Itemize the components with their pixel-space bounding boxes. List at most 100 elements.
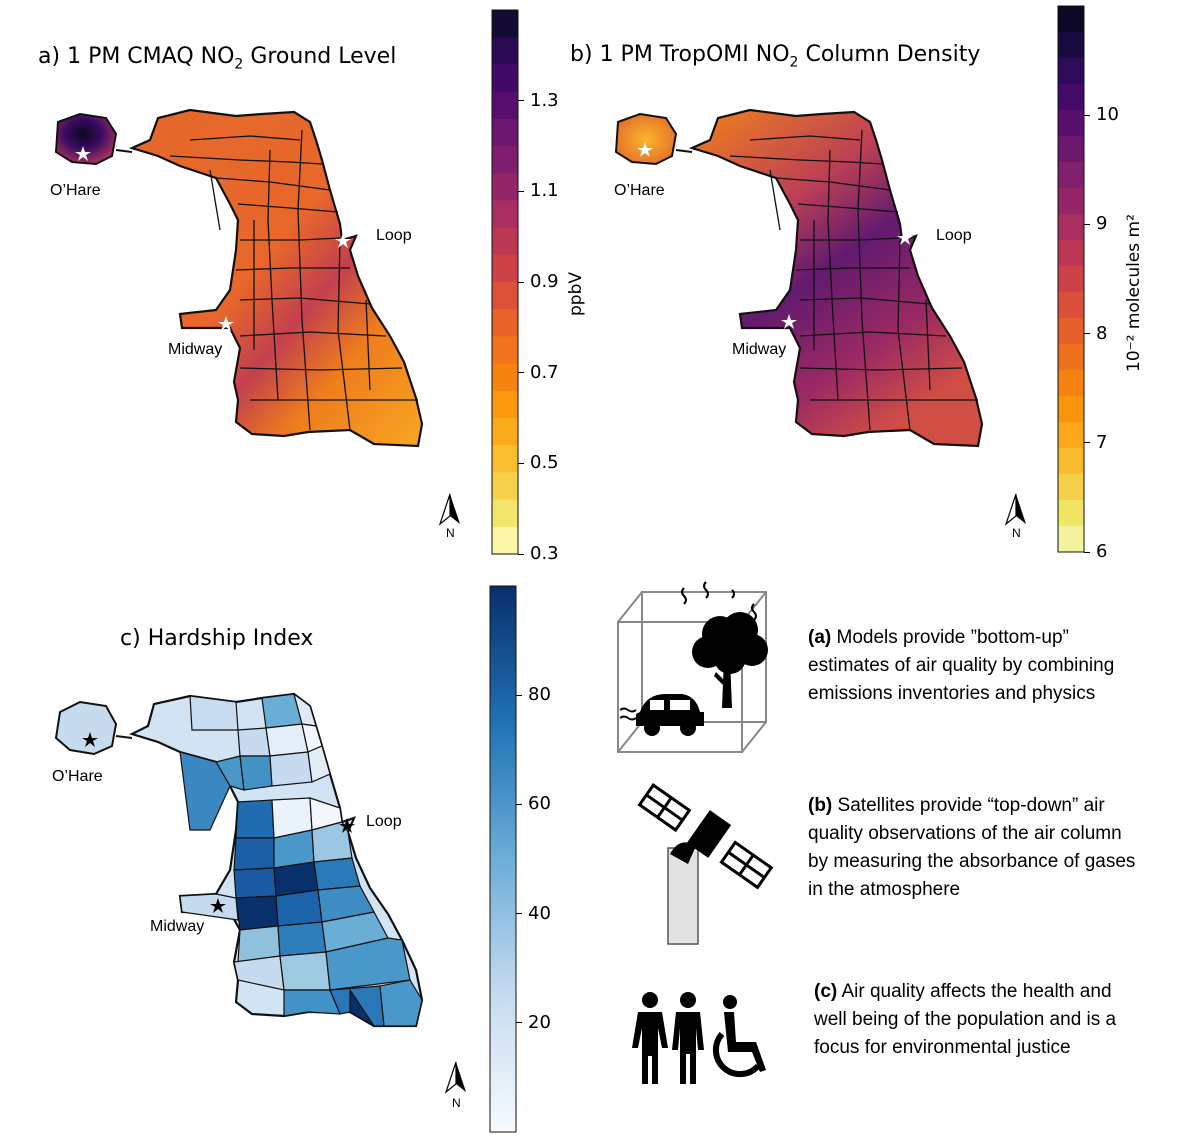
- colorbar-b-tick-label: 9: [1096, 213, 1108, 235]
- panel-c-title-text: Hardship Index: [147, 626, 314, 651]
- community-areas: [179, 692, 423, 1027]
- midway-label-c: Midway: [150, 918, 205, 935]
- colorbar-step: [1058, 370, 1084, 397]
- city-outline: [128, 108, 424, 448]
- colorbar-step: [492, 64, 518, 93]
- colorbar-a-tick-mark: [518, 281, 524, 283]
- colorbar-a-tick-mark: [518, 190, 524, 192]
- colorbar-c-tick-mark: [516, 913, 522, 915]
- colorbar-step: [1058, 84, 1084, 111]
- colorbar-step: [492, 445, 518, 473]
- north-label-c: N: [452, 1096, 461, 1110]
- colorbar-step: [492, 390, 518, 419]
- ohare-star: [82, 732, 98, 747]
- colorbar-c-tick-mark: [516, 694, 522, 696]
- colorbar-c-tick-label: 60: [528, 793, 551, 815]
- colorbar-step: [492, 37, 518, 65]
- colorbar-step: [492, 146, 518, 174]
- colorbar-a-tick-label: 1.3: [530, 89, 559, 111]
- midway-label-b: Midway: [732, 341, 787, 358]
- colorbar-step: [492, 10, 518, 38]
- panel-b-title-sub: 2: [789, 54, 799, 71]
- ohare-label-b: O’Hare: [614, 182, 665, 199]
- description-c-tag: (c): [814, 981, 838, 1002]
- north-arrow-b: [1004, 493, 1026, 526]
- colorbar-a-tick-label: 0.3: [530, 543, 559, 564]
- colorbar-a-tick-label: 0.7: [530, 361, 559, 383]
- colorbar-b-tick-label: 6: [1096, 541, 1108, 562]
- model-box-icon: [617, 581, 768, 753]
- loop-star: [897, 230, 913, 245]
- colorbar-step: [492, 336, 518, 365]
- colorbar-step: [1058, 500, 1084, 527]
- colorbar-step: [1058, 448, 1084, 475]
- midway-star: [210, 898, 226, 913]
- colorbar-step: [492, 282, 518, 310]
- colorbar-step: [1058, 188, 1084, 215]
- colorbar-b-label: 10⁻² molecules m²: [1124, 214, 1144, 372]
- ohare-region: [54, 112, 118, 166]
- ohare-star: [637, 142, 653, 157]
- north-arrow-a: [438, 493, 460, 526]
- panel-a-title-post: Ground Level: [243, 44, 397, 69]
- colorbar-b-tick-mark: [1084, 223, 1090, 225]
- colorbar-step: [1058, 110, 1084, 137]
- colorbar-step: [1058, 474, 1084, 501]
- panel-b-title: b) 1 PM TropOMI NO2 Column Density: [570, 42, 980, 70]
- panel-c-label: c): [120, 626, 141, 651]
- description-b-text: Satellites provide “top-down” air qualit…: [808, 795, 1136, 900]
- panel-a-title-text: 1 PM CMAQ NO: [67, 44, 235, 69]
- colorbar-b-tick-label: 7: [1096, 431, 1108, 453]
- colorbar-step: [492, 499, 518, 528]
- colorbar-a-tick-label: 1.1: [530, 180, 559, 202]
- colorbar-step: [1058, 422, 1084, 449]
- colorbar-step: [492, 472, 518, 501]
- colorbar-step: [1058, 240, 1084, 267]
- colorbar-step: [492, 526, 518, 555]
- description-a-tag: (a): [808, 627, 832, 648]
- colorbar-step: [492, 309, 518, 337]
- colorbar-step: [1058, 526, 1084, 553]
- ohare-star: [75, 146, 91, 161]
- colorbar-a-tick-label: 0.5: [530, 452, 559, 474]
- description-b: (b) Satellites provide “top-down” air qu…: [808, 792, 1138, 904]
- panel-a-title-sub: 2: [234, 56, 244, 73]
- colorbar-step: [492, 418, 518, 446]
- loop-label-b: Loop: [936, 227, 972, 244]
- description-c: (c) Air quality affects the health and w…: [814, 978, 1144, 1062]
- colorbar-c-tick-label: 40: [528, 902, 551, 924]
- panel-b-label: b): [570, 42, 593, 67]
- midway-label-a: Midway: [168, 341, 223, 358]
- colorbar-step: [1058, 318, 1084, 345]
- north-arrow-c: [444, 1061, 466, 1094]
- colorbar-c: [489, 585, 517, 1133]
- colorbar-step: [492, 200, 518, 229]
- ohare-label-a: O’Hare: [50, 182, 101, 199]
- loop-star: [335, 233, 351, 248]
- panel-a-title: a) 1 PM CMAQ NO2 Ground Level: [38, 44, 396, 72]
- loop-label-c: Loop: [366, 813, 402, 830]
- colorbar-step: [1058, 136, 1084, 163]
- colorbar-step: [1058, 32, 1084, 59]
- colorbar-b-tick-mark: [1084, 114, 1090, 116]
- description-b-tag: (b): [808, 795, 833, 816]
- colorbar-step: [492, 227, 518, 256]
- panel-b-title-text: 1 PM TropOMI NO: [599, 42, 790, 67]
- colorbar-step: [1058, 396, 1084, 423]
- colorbar-b: [1057, 5, 1085, 553]
- colorbar-step: [1058, 58, 1084, 85]
- satellite-icon: [637, 783, 774, 945]
- colorbar-step: [492, 118, 518, 147]
- community-borders: [169, 129, 418, 431]
- colorbar-b-tick-mark: [1084, 551, 1090, 553]
- colorbar-step: [1058, 6, 1084, 33]
- community-borders: [729, 129, 978, 431]
- loop-star: [339, 818, 355, 833]
- panel-c-title: c) Hardship Index: [120, 626, 313, 651]
- north-label-a: N: [446, 526, 455, 540]
- hardship-index-map: [54, 692, 424, 1028]
- people-icon: [632, 992, 766, 1084]
- colorbar-c-tick-mark: [516, 1022, 522, 1024]
- description-a: (a) Models provide ”bottom-up” estimates…: [808, 624, 1138, 708]
- colorbar-step: [1058, 162, 1084, 189]
